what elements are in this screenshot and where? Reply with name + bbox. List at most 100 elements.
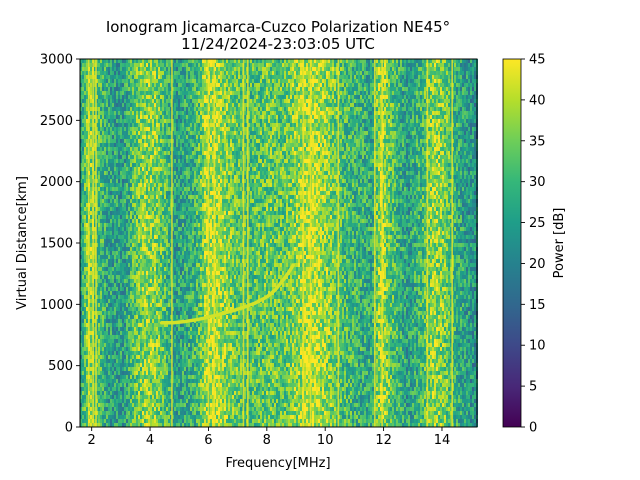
heatmap-cell — [118, 359, 120, 363]
heatmap-cell — [186, 339, 188, 343]
heatmap-cell — [108, 351, 110, 355]
heatmap-cell — [162, 107, 164, 111]
heatmap-cell — [90, 63, 92, 67]
heatmap-cell — [84, 83, 86, 87]
heatmap-cell — [144, 191, 146, 195]
heatmap-cell — [82, 375, 84, 379]
heatmap-cell — [112, 75, 114, 79]
heatmap-cell — [134, 171, 136, 175]
heatmap-cell — [130, 367, 132, 371]
heatmap-cell — [100, 215, 102, 219]
heatmap-cell — [142, 251, 144, 255]
heatmap-cell — [168, 271, 170, 275]
heatmap-cell — [86, 127, 88, 131]
heatmap-cell — [186, 163, 188, 167]
heatmap-cell — [140, 239, 142, 243]
heatmap-cell — [174, 259, 176, 263]
heatmap-cell — [112, 291, 114, 295]
heatmap-cell — [188, 95, 190, 99]
heatmap-cell — [166, 383, 168, 387]
heatmap-cell — [160, 155, 162, 159]
heatmap-cell — [116, 163, 118, 167]
heatmap-cell — [86, 271, 88, 275]
heatmap-cell — [162, 399, 164, 403]
heatmap-cell — [166, 263, 168, 267]
heatmap-cell — [132, 307, 134, 311]
heatmap-cell — [162, 59, 164, 63]
heatmap-cell — [156, 331, 158, 335]
heatmap-cell — [84, 79, 86, 83]
heatmap-cell — [174, 363, 176, 367]
heatmap-cell — [158, 235, 160, 239]
heatmap-cell — [110, 271, 112, 275]
heatmap-cell — [82, 247, 84, 251]
heatmap-cell — [184, 199, 186, 203]
heatmap-cell — [134, 375, 136, 379]
heatmap-cell — [110, 151, 112, 155]
heatmap-cell — [186, 63, 188, 67]
heatmap-cell — [174, 203, 176, 207]
heatmap-cell — [164, 87, 166, 91]
heatmap-cell — [150, 215, 152, 219]
heatmap-cell — [126, 195, 128, 199]
heatmap-cell — [100, 95, 102, 99]
heatmap-cell — [100, 275, 102, 279]
heatmap-cell — [180, 379, 182, 383]
heatmap-cell — [134, 263, 136, 267]
heatmap-cell — [178, 347, 180, 351]
heatmap-cell — [138, 363, 140, 367]
heatmap-cell — [98, 419, 100, 423]
heatmap-cell — [130, 123, 132, 127]
heatmap-cell — [90, 247, 92, 251]
heatmap-cell — [140, 407, 142, 411]
heatmap-cell — [140, 123, 142, 127]
heatmap-cell — [102, 191, 104, 195]
heatmap-cell — [176, 71, 178, 75]
heatmap-cell — [102, 103, 104, 107]
heatmap-cell — [108, 163, 110, 167]
heatmap-cell — [158, 111, 160, 115]
heatmap-cell — [180, 151, 182, 155]
heatmap-cell — [180, 195, 182, 199]
heatmap-cell — [86, 199, 88, 203]
heatmap-cell — [128, 151, 130, 155]
heatmap-cell — [140, 399, 142, 403]
heatmap-cell — [120, 411, 122, 415]
heatmap-cell — [178, 143, 180, 147]
heatmap-cell — [124, 111, 126, 115]
heatmap-cell — [114, 287, 116, 291]
heatmap-cell — [146, 311, 148, 315]
heatmap-cell — [112, 143, 114, 147]
heatmap-cell — [174, 67, 176, 71]
heatmap-cell — [110, 159, 112, 163]
heatmap-cell — [146, 135, 148, 139]
heatmap-cell — [106, 259, 108, 263]
heatmap-cell — [140, 207, 142, 211]
heatmap-cell — [104, 111, 106, 115]
heatmap-cell — [108, 339, 110, 343]
heatmap-cell — [180, 183, 182, 187]
heatmap-cell — [116, 195, 118, 199]
heatmap-cell — [120, 343, 122, 347]
heatmap-cell — [174, 199, 176, 203]
heatmap-cell — [98, 239, 100, 243]
heatmap-cell — [160, 351, 162, 355]
heatmap-cell — [82, 271, 84, 275]
heatmap-cell — [120, 103, 122, 107]
heatmap-cell — [116, 339, 118, 343]
heatmap-cell — [124, 187, 126, 191]
heatmap-cell — [118, 299, 120, 303]
heatmap-cell — [122, 371, 124, 375]
heatmap-cell — [104, 171, 106, 175]
heatmap-cell — [148, 371, 150, 375]
heatmap-cell — [90, 371, 92, 375]
heatmap-cell — [150, 115, 152, 119]
heatmap-cell — [82, 263, 84, 267]
heatmap-cell — [126, 375, 128, 379]
heatmap-cell — [164, 251, 166, 255]
heatmap-cell — [168, 355, 170, 359]
heatmap-cell — [134, 311, 136, 315]
heatmap-cell — [184, 83, 186, 87]
heatmap-cell — [108, 363, 110, 367]
heatmap-cell — [86, 383, 88, 387]
